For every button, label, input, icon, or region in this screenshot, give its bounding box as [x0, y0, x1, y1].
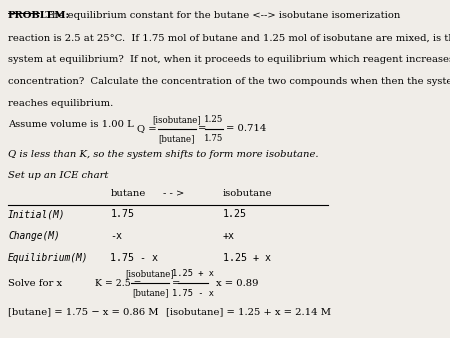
Text: Initial(M): Initial(M): [8, 210, 66, 219]
Text: -x: -x: [110, 231, 122, 241]
Text: 1.75: 1.75: [110, 210, 135, 219]
Text: - - >: - - >: [163, 189, 184, 198]
Text: [butane] = 1.75 − x = 0.86 M: [butane] = 1.75 − x = 0.86 M: [8, 307, 158, 316]
Text: 1.25: 1.25: [204, 115, 224, 124]
Text: Change(M): Change(M): [8, 231, 60, 241]
Text: [isobutane]: [isobutane]: [126, 269, 175, 278]
Text: Solve for x: Solve for x: [8, 279, 62, 288]
Text: 1.75: 1.75: [204, 134, 224, 143]
Text: 1.25: 1.25: [223, 210, 247, 219]
Text: 1.25 + x: 1.25 + x: [172, 269, 214, 278]
Text: [isobutane] = 1.25 + x = 2.14 M: [isobutane] = 1.25 + x = 2.14 M: [166, 307, 332, 316]
Text: 1.25 + x: 1.25 + x: [223, 253, 270, 263]
Text: = 0.714: = 0.714: [225, 124, 266, 133]
Text: [butane]: [butane]: [132, 289, 168, 298]
Text: x = 0.89: x = 0.89: [216, 279, 259, 288]
Text: reaches equilibrium.: reaches equilibrium.: [8, 99, 113, 107]
Text: PROBLEM:: PROBLEM:: [8, 11, 70, 20]
Text: Q =: Q =: [137, 124, 156, 133]
Text: The equilibrium constant for the butane <--> isobutane isomerization: The equilibrium constant for the butane …: [39, 11, 401, 20]
Text: =: =: [172, 279, 180, 288]
Text: +x: +x: [223, 231, 234, 241]
Text: [butane]: [butane]: [158, 134, 195, 143]
Text: 1.75 - x: 1.75 - x: [110, 253, 158, 263]
Text: Equilibrium(M): Equilibrium(M): [8, 253, 89, 263]
Text: K = 2.5 =: K = 2.5 =: [95, 279, 142, 288]
Text: butane: butane: [110, 189, 146, 198]
Text: =: =: [198, 124, 207, 133]
Text: isobutane: isobutane: [223, 189, 272, 198]
Text: 1.75 - x: 1.75 - x: [172, 289, 214, 298]
Text: system at equilibrium?  If not, when it proceeds to equilibrium which reagent in: system at equilibrium? If not, when it p…: [8, 55, 450, 64]
Text: Q is less than K, so the system shifts to form more isobutane.: Q is less than K, so the system shifts t…: [8, 150, 319, 159]
Text: Set up an ICE chart: Set up an ICE chart: [8, 170, 108, 179]
Text: Assume volume is 1.00 L: Assume volume is 1.00 L: [8, 120, 134, 129]
Text: [isobutane]: [isobutane]: [152, 115, 201, 124]
Text: concentration?  Calculate the concentration of the two compounds when then the s: concentration? Calculate the concentrati…: [8, 77, 450, 86]
Text: reaction is 2.5 at 25°C.  If 1.75 mol of butane and 1.25 mol of isobutane are mi: reaction is 2.5 at 25°C. If 1.75 mol of …: [8, 33, 450, 42]
